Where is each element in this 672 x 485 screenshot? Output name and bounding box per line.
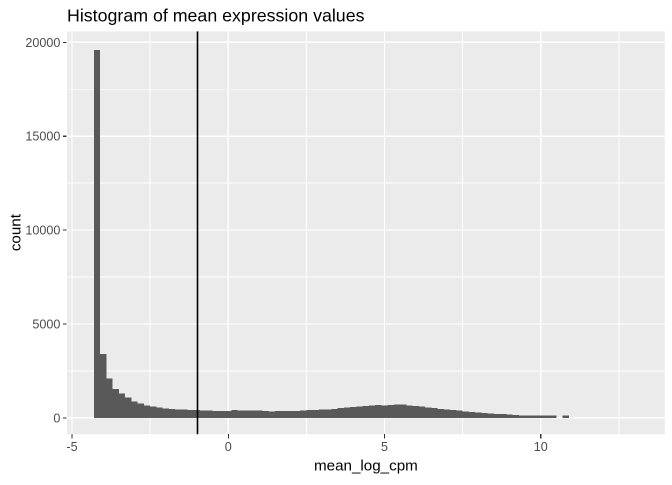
svg-text:10: 10 xyxy=(534,440,548,454)
svg-text:-5: -5 xyxy=(66,440,77,454)
svg-text:20000: 20000 xyxy=(25,36,60,50)
svg-text:0: 0 xyxy=(225,440,232,454)
svg-text:5000: 5000 xyxy=(32,317,60,331)
svg-text:count: count xyxy=(8,213,25,251)
svg-text:5: 5 xyxy=(381,440,388,454)
svg-text:15000: 15000 xyxy=(25,130,60,144)
svg-text:0: 0 xyxy=(53,411,60,425)
svg-text:Histogram of mean expression v: Histogram of mean expression values xyxy=(67,6,365,26)
svg-text:10000: 10000 xyxy=(25,224,60,238)
svg-text:mean_log_cpm: mean_log_cpm xyxy=(314,458,418,475)
